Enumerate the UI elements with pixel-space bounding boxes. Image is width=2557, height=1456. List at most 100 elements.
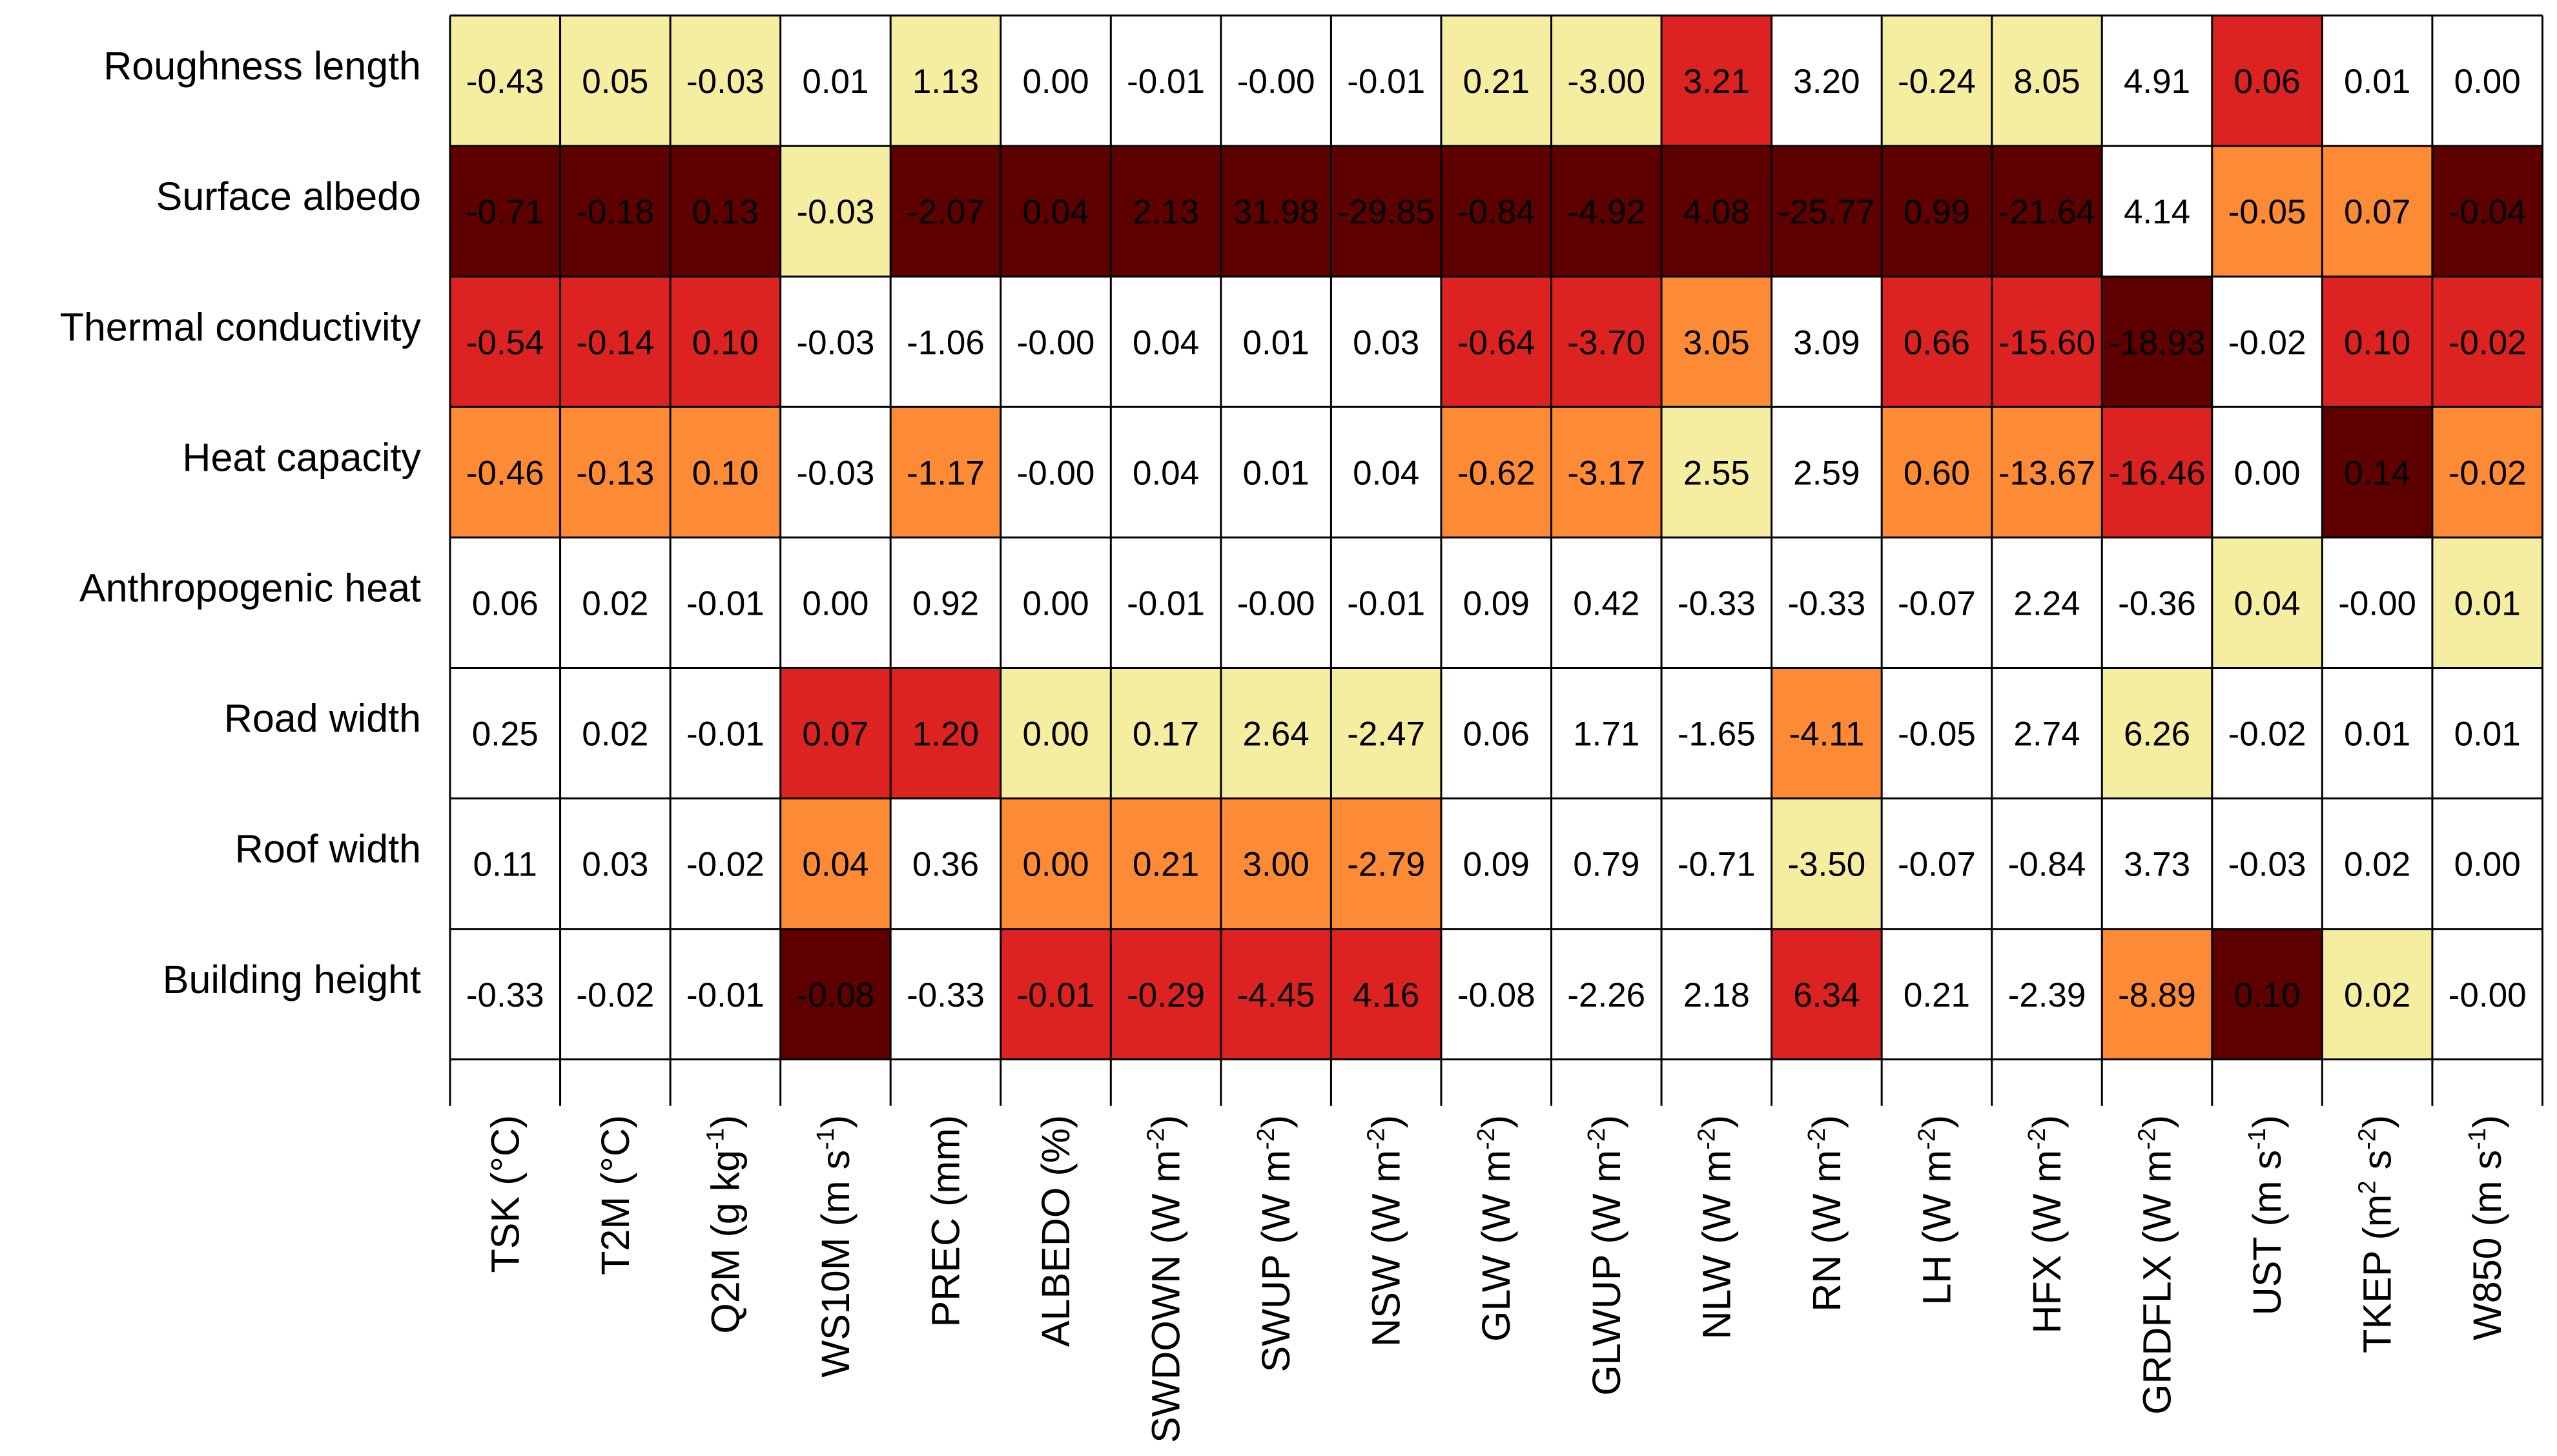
cell-value-label: -0.01 bbox=[1127, 584, 1205, 622]
column-label-ws10m: WS10M (m s-1) bbox=[812, 1115, 857, 1378]
heatmap-cell bbox=[1441, 276, 1552, 407]
cell-value-label: -0.02 bbox=[2228, 715, 2306, 754]
heatmap-cell bbox=[1000, 276, 1111, 407]
heatmap-cell bbox=[1331, 15, 1441, 147]
cell-value-label: 3.00 bbox=[1243, 846, 1309, 884]
cell-value-label: -0.29 bbox=[1127, 976, 1205, 1014]
cell-value-label: -0.33 bbox=[1787, 584, 1865, 622]
heatmap-cell bbox=[560, 146, 671, 277]
cell-value-label: 0.01 bbox=[802, 63, 868, 101]
cell-value-label: 2.64 bbox=[1243, 715, 1309, 754]
heatmap-cell bbox=[1000, 15, 1111, 147]
heatmap-cell bbox=[560, 798, 671, 929]
column-label-tsk: TSK (°C) bbox=[483, 1115, 527, 1273]
column-label-lh: LH (W m-2) bbox=[1913, 1115, 1958, 1306]
cell-value-label: -0.05 bbox=[1898, 715, 1976, 754]
heatmap-cell bbox=[780, 276, 891, 407]
cell-value-label: -0.54 bbox=[466, 323, 544, 362]
heatmap-cell bbox=[780, 407, 891, 538]
heatmap-cell bbox=[1000, 407, 1111, 538]
cell-value-label: 4.91 bbox=[2124, 63, 2190, 101]
cell-value-label: 0.21 bbox=[1904, 976, 1970, 1014]
cell-value-label: 0.36 bbox=[912, 846, 979, 884]
cell-value-label: -16.46 bbox=[2108, 454, 2205, 492]
cell-value-label: -0.00 bbox=[1017, 323, 1095, 362]
cell-value-label: 2.24 bbox=[2013, 584, 2080, 622]
heatmap-cell bbox=[1441, 668, 1552, 799]
cell-value-label: -0.03 bbox=[797, 454, 875, 492]
heatmap-cell bbox=[1220, 146, 1331, 277]
cell-value-label: 0.11 bbox=[473, 846, 537, 884]
cell-value-label: 0.06 bbox=[2234, 63, 2300, 101]
heatmap-cell bbox=[1000, 928, 1111, 1060]
heatmap-cell bbox=[1882, 15, 1992, 147]
cell-value-label: -0.24 bbox=[1898, 63, 1976, 101]
heatmap-cell bbox=[2212, 798, 2323, 929]
heatmap-cell bbox=[670, 537, 781, 668]
heatmap-cell bbox=[1000, 146, 1111, 277]
cell-value-label: 1.71 bbox=[1573, 715, 1639, 754]
heatmap-cell bbox=[1441, 407, 1552, 538]
heatmap-cell bbox=[2322, 798, 2432, 929]
row-label-building-height: Building height bbox=[163, 958, 421, 1001]
cell-value-label: -0.62 bbox=[1457, 454, 1535, 492]
cell-value-label: -0.01 bbox=[1347, 584, 1425, 622]
column-label-albedo: ALBEDO (%) bbox=[1034, 1115, 1078, 1347]
cell-value-label: 3.20 bbox=[1793, 63, 1860, 101]
cell-value-label: -0.71 bbox=[1678, 846, 1756, 884]
heatmap-cell bbox=[1551, 668, 1662, 799]
heatmap-cell bbox=[1661, 798, 1772, 929]
heatmap-cell bbox=[890, 928, 1001, 1060]
cell-value-label: -0.01 bbox=[686, 584, 765, 622]
heatmap-cell bbox=[780, 928, 891, 1060]
cell-value-label: -3.00 bbox=[1567, 63, 1645, 101]
cell-value-label: 0.60 bbox=[1904, 454, 1970, 492]
heatmap-cell bbox=[2212, 407, 2323, 538]
column-label-q2m: Q2M (g kg-1) bbox=[702, 1115, 747, 1334]
heatmap-cell bbox=[1771, 668, 1882, 799]
cell-value-label: 0.17 bbox=[1133, 715, 1199, 754]
cell-value-label: -0.01 bbox=[1017, 976, 1095, 1014]
heatmap-cell bbox=[2322, 15, 2432, 147]
heatmap-cell bbox=[890, 798, 1001, 929]
cell-value-label: -0.36 bbox=[2118, 584, 2196, 622]
heatmap-cell bbox=[890, 276, 1001, 407]
heatmap-cell bbox=[1991, 15, 2102, 147]
heatmap-cell bbox=[1331, 798, 1441, 929]
heatmap-cell bbox=[2212, 276, 2323, 407]
cell-value-label: 0.04 bbox=[2234, 584, 2300, 622]
cell-value-label: -4.11 bbox=[1789, 715, 1864, 754]
heatmap-cell bbox=[2212, 15, 2323, 147]
heatmap-cell bbox=[890, 146, 1001, 277]
cell-value-label: 0.00 bbox=[1022, 715, 1089, 754]
heatmap-cell bbox=[1331, 928, 1441, 1060]
heatmap-cell bbox=[2322, 537, 2432, 668]
cell-value-label: 0.06 bbox=[472, 584, 539, 622]
heatmap-cell bbox=[890, 15, 1001, 147]
heatmap-cell bbox=[2322, 276, 2432, 407]
heatmap-cell bbox=[1882, 276, 1992, 407]
cell-value-label: 0.04 bbox=[1022, 193, 1089, 231]
cell-value-label: -0.43 bbox=[466, 63, 544, 101]
cell-value-label: -4.45 bbox=[1237, 976, 1315, 1014]
heatmap-cell bbox=[1220, 668, 1331, 799]
heatmap-cell bbox=[1661, 146, 1772, 277]
column-label-nlw: NLW (W m-2) bbox=[1693, 1115, 1738, 1340]
cell-value-label: 0.06 bbox=[1463, 715, 1530, 754]
cell-value-label: 0.09 bbox=[1463, 584, 1530, 622]
cell-value-label: 3.09 bbox=[1793, 323, 1860, 362]
cell-value-label: -29.85 bbox=[1338, 193, 1435, 231]
cell-value-label: -2.79 bbox=[1347, 846, 1425, 884]
heatmap-cell bbox=[1331, 537, 1441, 668]
cell-value-label: -0.02 bbox=[2228, 323, 2306, 362]
cell-value-label: -0.33 bbox=[1678, 584, 1756, 622]
cell-value-label: 0.00 bbox=[802, 584, 868, 622]
cell-value-label: -0.00 bbox=[2449, 976, 2527, 1014]
cell-value-label: 0.10 bbox=[692, 454, 759, 492]
cell-value-label: 0.02 bbox=[2344, 976, 2410, 1014]
cell-value-label: 0.01 bbox=[2454, 584, 2521, 622]
heatmap-cell bbox=[2102, 276, 2212, 407]
heatmap-cell bbox=[1000, 537, 1111, 668]
heatmap-cell bbox=[1771, 798, 1882, 929]
